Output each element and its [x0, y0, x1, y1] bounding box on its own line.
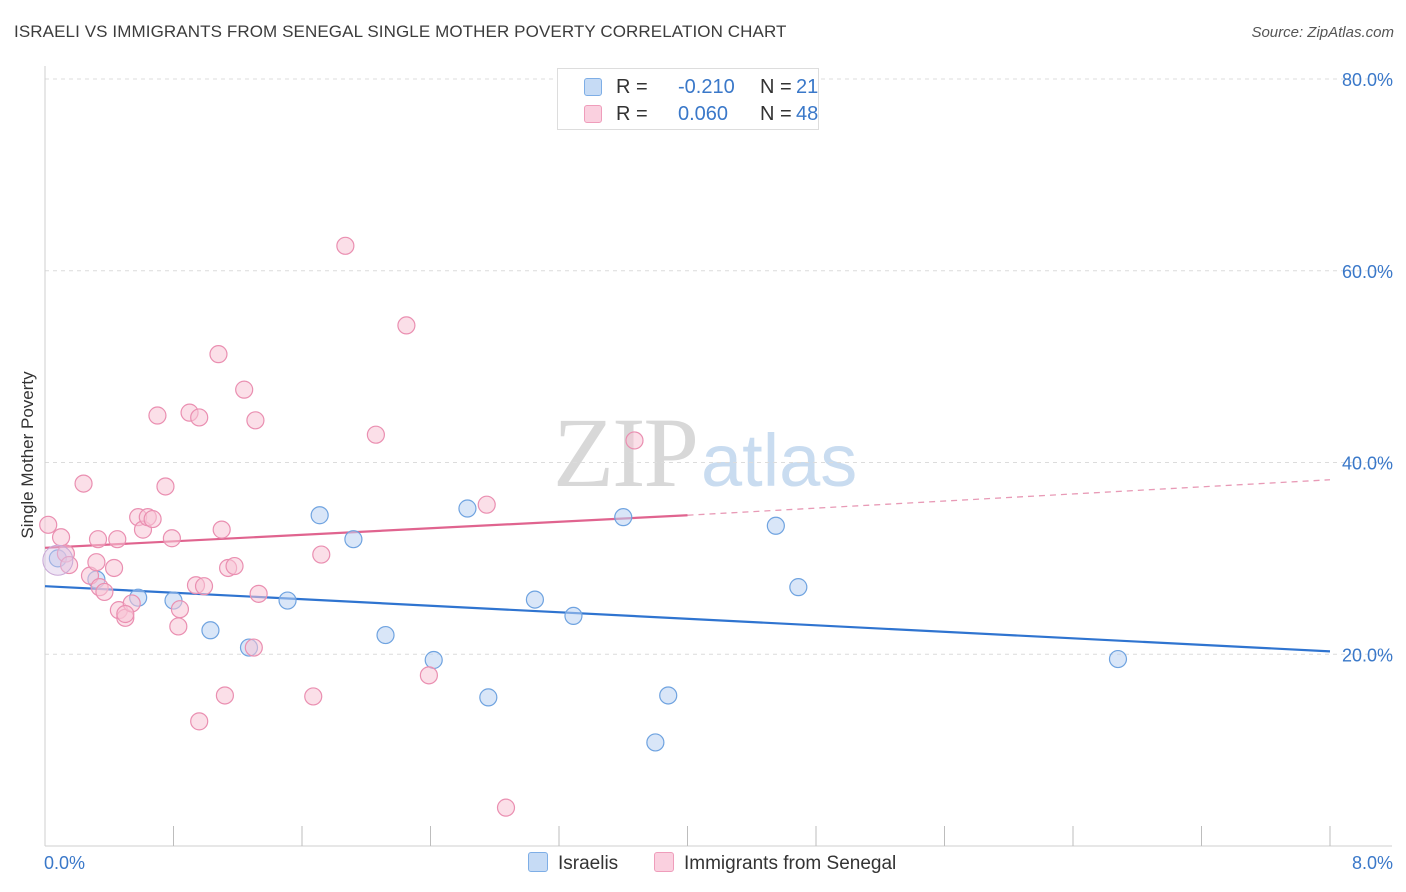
senegal-point: [104, 558, 124, 578]
senegal-point: [87, 553, 106, 572]
israelis-point: [201, 621, 220, 640]
senegal-point: [162, 529, 181, 548]
senegal-point: [477, 495, 496, 514]
senegal-point: [212, 520, 231, 539]
senegal-point: [170, 600, 190, 619]
senegal-point: [419, 666, 438, 685]
senegal-point: [88, 530, 108, 549]
tick-labels: 20.0% 40.0% 60.0% 80.0% 0.0% 8.0%: [44, 70, 1393, 873]
data-points: [39, 236, 1128, 817]
senegal-point: [625, 431, 644, 450]
senegal-point: [190, 712, 209, 731]
israelis-point: [525, 590, 545, 609]
israelis-point: [458, 499, 477, 518]
chart-title: ISRAELI VS IMMIGRANTS FROM SENEGAL SINGL…: [14, 22, 787, 41]
senegal-point: [194, 577, 214, 596]
senegal-point: [116, 604, 135, 624]
israelis-point: [278, 591, 297, 610]
legend-label-senegal: Immigrants from Senegal: [684, 853, 897, 874]
legend-n-value: 21: [796, 76, 819, 98]
legend-r-value: 0.060: [678, 103, 729, 125]
senegal-point: [304, 687, 323, 706]
legend-swatch-israelis: [528, 852, 548, 872]
overlap-point: [42, 544, 74, 576]
watermark: ZIPatlas: [553, 402, 857, 503]
senegal-point: [215, 686, 234, 705]
senegal-point: [39, 515, 58, 534]
y-tick-label: 60.0%: [1342, 262, 1393, 282]
senegal-point: [74, 474, 93, 493]
israelis-point: [424, 650, 443, 670]
israelis-point: [344, 530, 363, 549]
israelis-point: [1108, 649, 1128, 669]
senegal-point: [249, 584, 268, 603]
senegal-trend-line: [44, 514, 688, 549]
senegal-point: [95, 582, 114, 602]
senegal-point: [209, 345, 228, 364]
source-label: Source: ZipAtlas.com: [1251, 24, 1394, 41]
senegal-point: [397, 316, 416, 335]
israelis-point: [789, 578, 808, 597]
legend-swatch-senegal: [584, 105, 602, 123]
senegal-point: [225, 556, 244, 576]
israelis-point: [614, 508, 633, 527]
senegal-point: [51, 528, 71, 547]
israelis-point: [646, 733, 665, 752]
senegal-point: [190, 408, 209, 427]
israelis-trend-line: [44, 585, 1331, 653]
axes: [44, 66, 1392, 847]
legend-swatch-senegal: [654, 852, 674, 872]
x-tick-label: 8.0%: [1352, 853, 1393, 873]
y-tick-label: 20.0%: [1342, 645, 1393, 665]
senegal-point: [108, 530, 127, 549]
senegal-point: [148, 406, 167, 425]
israelis-point: [479, 688, 498, 707]
y-axis-label: Single Mother Poverty: [18, 371, 37, 539]
legend-swatch-israelis: [584, 78, 602, 96]
senegal-point: [143, 509, 162, 529]
senegal-point: [496, 798, 516, 817]
senegal-point: [169, 617, 188, 636]
legend-r-value: -0.210: [678, 76, 735, 98]
senegal-trend-extension: [687, 479, 1331, 516]
watermark-atlas: atlas: [701, 419, 858, 502]
senegal-point: [366, 425, 385, 444]
senegal-point: [235, 380, 254, 399]
senegal-point: [312, 545, 331, 564]
watermark-zip: ZIP: [553, 397, 699, 508]
legend-item-senegal: Immigrants from Senegal: [654, 852, 896, 875]
senegal-point: [246, 411, 265, 430]
israelis-point: [564, 606, 583, 626]
y-tick-label: 80.0%: [1342, 70, 1393, 90]
senegal-point: [244, 638, 263, 657]
legend-n-label: N =: [760, 76, 792, 98]
legend-label-israelis: Israelis: [558, 853, 619, 874]
senegal-point: [336, 236, 355, 255]
grid-lines: [45, 78, 1392, 655]
legend-item-israelis: Israelis: [528, 852, 618, 875]
israelis-point: [766, 516, 785, 535]
legend-n-value: 48: [796, 103, 819, 125]
legend-r-label: R =: [616, 76, 648, 98]
legend-n-label: N =: [760, 103, 792, 125]
israelis-point: [376, 625, 395, 645]
senegal-point: [156, 477, 175, 496]
y-tick-label: 40.0%: [1342, 454, 1393, 474]
correlation-legend: R = -0.210 N = 21 R = 0.060 N = 48: [557, 68, 819, 130]
senegal-point: [59, 555, 79, 575]
israelis-point: [659, 686, 678, 705]
legend-r-label: R =: [616, 103, 648, 125]
israelis-point: [310, 506, 329, 525]
x-tick-label: 0.0%: [44, 853, 85, 873]
